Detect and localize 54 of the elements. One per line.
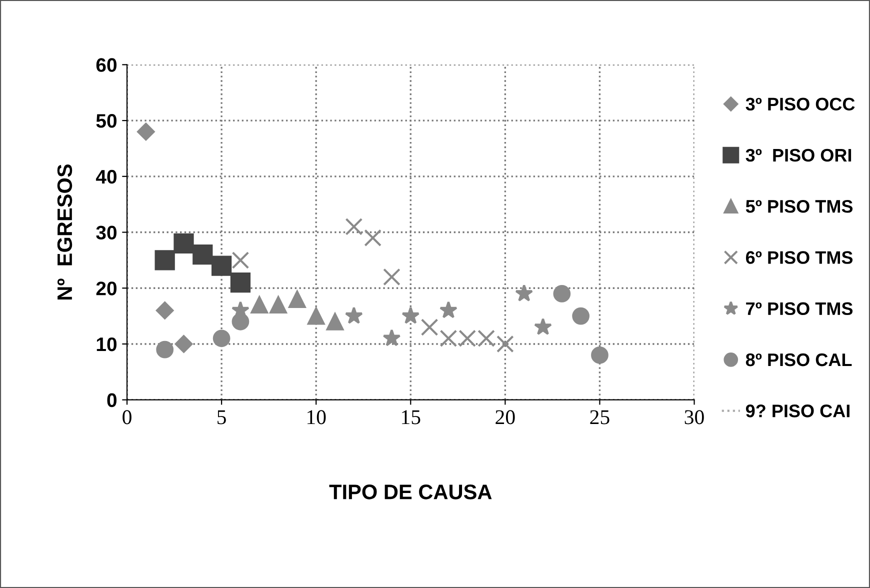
y-tick-label: 50 — [96, 114, 117, 128]
x-tick-label: 20 — [496, 410, 515, 424]
point — [154, 250, 175, 270]
x-tick-label: 10 — [308, 410, 326, 424]
point — [212, 330, 230, 348]
y-tick-label: 20 — [96, 282, 117, 296]
y-tick-label: 30 — [96, 226, 117, 240]
point — [307, 307, 325, 325]
point — [364, 229, 382, 247]
legend-label: 3º PISO OCC — [746, 98, 855, 111]
legend-label: 3º PISO ORI — [746, 148, 852, 162]
point — [174, 233, 194, 254]
point — [420, 318, 438, 336]
point — [382, 329, 401, 346]
point — [572, 307, 590, 325]
point — [344, 306, 363, 324]
point — [345, 218, 363, 236]
point — [192, 244, 213, 265]
x-tick-label: 25 — [590, 410, 610, 424]
point — [326, 312, 344, 330]
legend-label: 8º PISO CAL — [746, 353, 852, 366]
x-tick-label: 30 — [684, 410, 704, 424]
x-tick-label: 15 — [402, 410, 420, 424]
y-tick-label: 40 — [96, 170, 117, 184]
point — [591, 346, 608, 364]
point — [232, 312, 250, 330]
point — [496, 335, 514, 353]
legend-label: 7º PISO TMS — [746, 302, 853, 316]
y-axis-title: Nº EGRESOS — [57, 164, 72, 300]
y-tick-label: 0 — [107, 393, 116, 408]
point — [250, 296, 268, 314]
point — [439, 301, 458, 318]
y-tick-label: 10 — [96, 337, 117, 352]
point — [402, 306, 420, 324]
point — [211, 256, 232, 276]
legend-label: 5º PISO TMS — [746, 200, 853, 213]
x-tick-label: 5 — [218, 410, 226, 424]
point — [515, 284, 534, 302]
point — [383, 268, 400, 286]
point — [156, 340, 174, 358]
point — [270, 296, 287, 314]
point — [137, 122, 155, 141]
y-tick-label: 60 — [96, 58, 117, 72]
point — [288, 290, 306, 308]
point — [553, 285, 571, 302]
point — [232, 252, 250, 269]
point — [230, 272, 251, 293]
x-axis-title: TIPO DE CAUSA — [329, 484, 492, 500]
point — [156, 302, 174, 320]
legend-label: 6º PISO TMS — [746, 251, 853, 264]
point — [534, 318, 552, 336]
point — [174, 335, 193, 353]
x-tick-label: 0 — [122, 410, 132, 424]
legend-label: 9? PISO CAI — [746, 404, 850, 418]
